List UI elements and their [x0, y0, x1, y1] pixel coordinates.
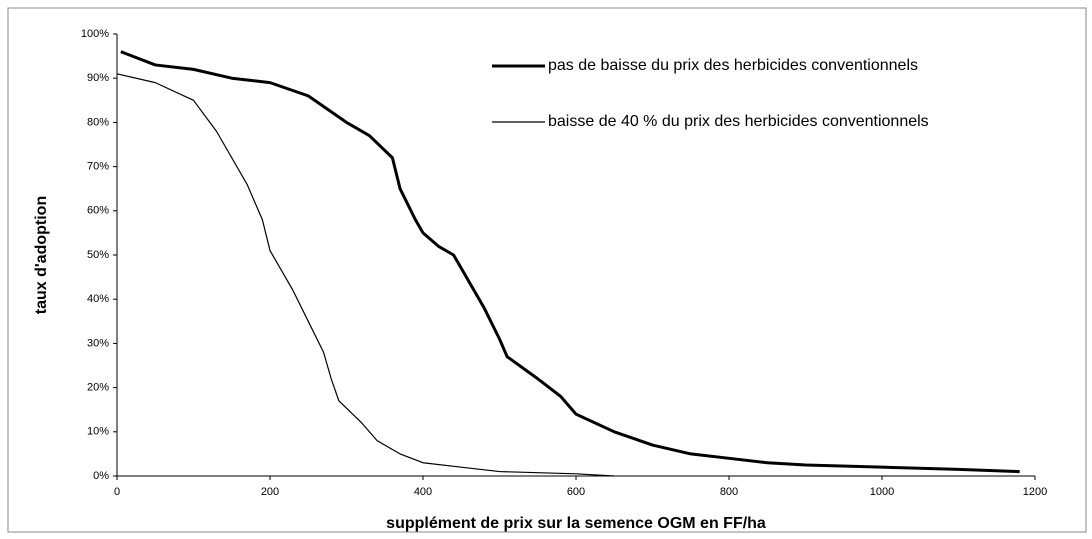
y-tick-label: 0% — [93, 470, 109, 482]
y-tick-label: 10% — [87, 426, 109, 438]
y-axis-title: taux d'adoption — [33, 196, 50, 314]
series-line — [120, 50, 1020, 474]
y-tick-label: 60% — [87, 205, 109, 217]
y-tick-label: 30% — [87, 337, 109, 349]
x-tick-label: 800 — [720, 486, 738, 498]
frame — [7, 7, 1087, 533]
legend-label: pas de baisse du prix des herbicides con… — [548, 57, 918, 74]
y-tick-label: 40% — [87, 293, 109, 305]
y-tick-label: 50% — [87, 249, 109, 261]
y-tick-label: 20% — [87, 382, 109, 394]
x-tick-label: 200 — [261, 486, 279, 498]
series-line — [116, 73, 615, 477]
y-tick-label: 100% — [81, 28, 109, 40]
x-axis-title: supplément de prix sur la semence OGM en… — [386, 515, 766, 532]
y-tick-label: 90% — [87, 72, 109, 84]
y-tick-label: 70% — [87, 161, 109, 173]
y-tick-label: 80% — [87, 116, 109, 128]
x-tick-label: 1200 — [1023, 486, 1047, 498]
x-tick-label: 400 — [414, 486, 432, 498]
x-tick-label: 600 — [567, 486, 585, 498]
x-tick-label: 1000 — [870, 486, 894, 498]
legend-label: baisse de 40 % du prix des herbicides co… — [548, 113, 929, 130]
x-tick-label: 0 — [114, 486, 120, 498]
